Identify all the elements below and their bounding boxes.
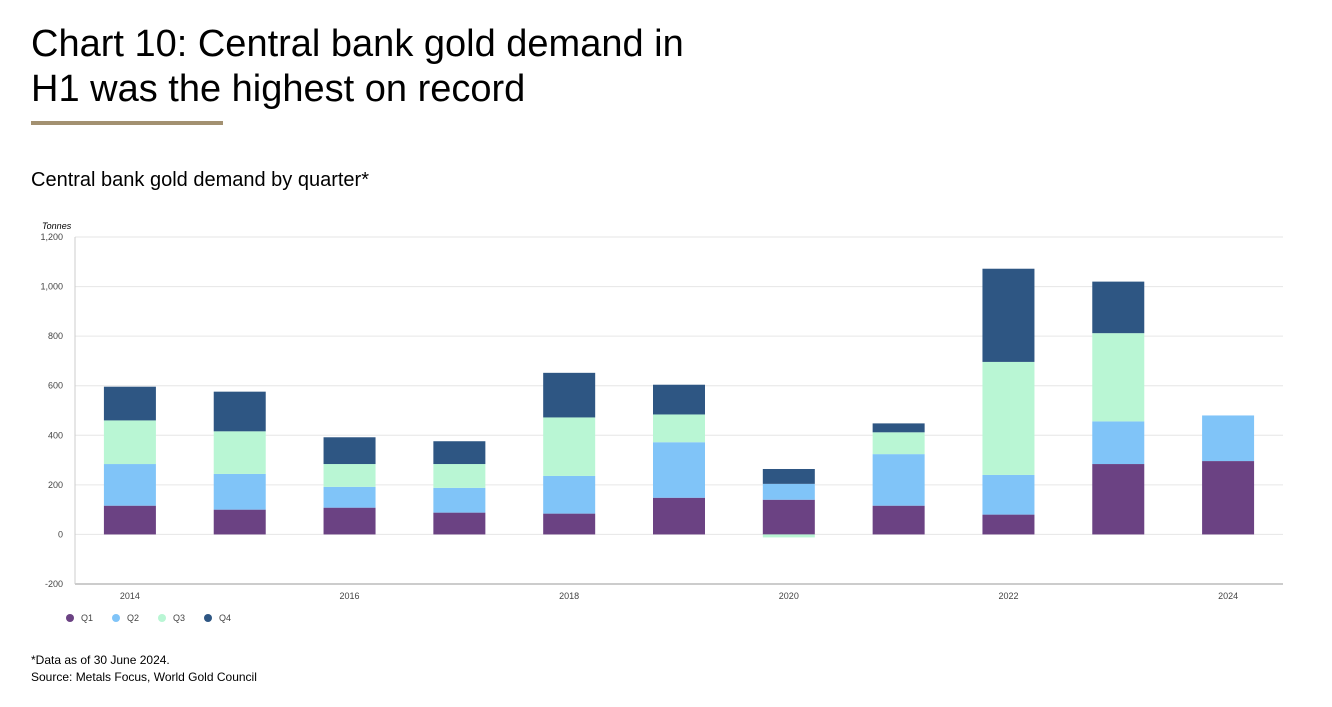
legend-marker: [66, 614, 74, 622]
bar-segment: [653, 414, 705, 443]
legend-marker: [112, 614, 120, 622]
x-tick-label: 2018: [559, 591, 579, 601]
bar-segment: [982, 268, 1035, 362]
bar-segment: [982, 514, 1035, 535]
bar-segment: [1092, 421, 1145, 465]
y-tick-label: 800: [48, 331, 63, 341]
bar-segment: [762, 499, 815, 535]
bar-segment: [213, 431, 266, 474]
bar-segment: [103, 505, 156, 535]
bar-segment: [543, 417, 596, 476]
legend-label: Q2: [127, 613, 139, 623]
legend-marker: [204, 614, 212, 622]
bar-segment: [1202, 461, 1255, 535]
chart-title: Chart 10: Central bank gold demand in: [31, 23, 684, 65]
y-tick-label: 400: [48, 430, 63, 440]
bar-segment: [872, 432, 925, 455]
subtitle: Central bank gold demand by quarter*: [31, 169, 369, 191]
bar-segment: [323, 486, 376, 508]
bar-segment: [762, 483, 815, 500]
y-axis-label: Tonnes: [42, 221, 72, 231]
x-tick-label: 2014: [120, 591, 140, 601]
bar-segment: [762, 468, 815, 484]
bar-segment: [103, 464, 156, 506]
bar-segment: [213, 391, 266, 432]
x-tick-label: 2016: [340, 591, 360, 601]
y-tick-label: -200: [45, 579, 63, 589]
bar-segment: [1202, 415, 1255, 462]
bar-segment: [982, 361, 1035, 475]
bar-segment: [762, 534, 815, 538]
bar-segment: [103, 386, 156, 421]
bar-segment: [323, 507, 376, 535]
y-tick-label: 600: [48, 381, 63, 391]
y-tick-label: 1,000: [40, 282, 63, 292]
bar-segment: [103, 420, 156, 465]
bar-segment: [653, 442, 705, 498]
x-tick-label: 2020: [779, 591, 799, 601]
y-tick-label: 200: [48, 480, 63, 490]
bar-segment: [323, 464, 376, 487]
bar-segment: [213, 509, 266, 535]
footnote: Source: Metals Focus, World Gold Council: [31, 670, 257, 684]
bar-segment: [543, 475, 596, 514]
footnote: *Data as of 30 June 2024.: [31, 653, 170, 667]
bar-segment: [653, 384, 705, 415]
bar-segment: [433, 464, 486, 488]
legend-label: Q3: [173, 613, 185, 623]
legend-marker: [158, 614, 166, 622]
bar-segment: [653, 497, 705, 535]
bar-segment: [213, 473, 266, 510]
y-tick-label: 0: [58, 529, 63, 539]
bar-segment: [1092, 464, 1145, 535]
bar-segment: [1092, 281, 1145, 334]
legend-label: Q4: [219, 613, 231, 623]
chart-title: H1 was the highest on record: [31, 68, 525, 110]
x-tick-label: 2024: [1218, 591, 1238, 601]
bar-segment: [543, 372, 596, 418]
bar-segment: [872, 423, 925, 433]
y-tick-label: 1,200: [40, 232, 63, 242]
bar-segment: [872, 505, 925, 535]
title-rule: [31, 121, 223, 125]
bar-segment: [982, 474, 1035, 515]
bar-segment: [323, 437, 376, 465]
bar-segment: [433, 512, 486, 535]
bar-segment: [543, 513, 596, 535]
bar-segment: [433, 487, 486, 513]
bar-segment: [433, 441, 486, 465]
bar-segment: [872, 454, 925, 506]
legend-label: Q1: [81, 613, 93, 623]
x-tick-label: 2022: [998, 591, 1018, 601]
bar-segment: [1092, 333, 1145, 422]
